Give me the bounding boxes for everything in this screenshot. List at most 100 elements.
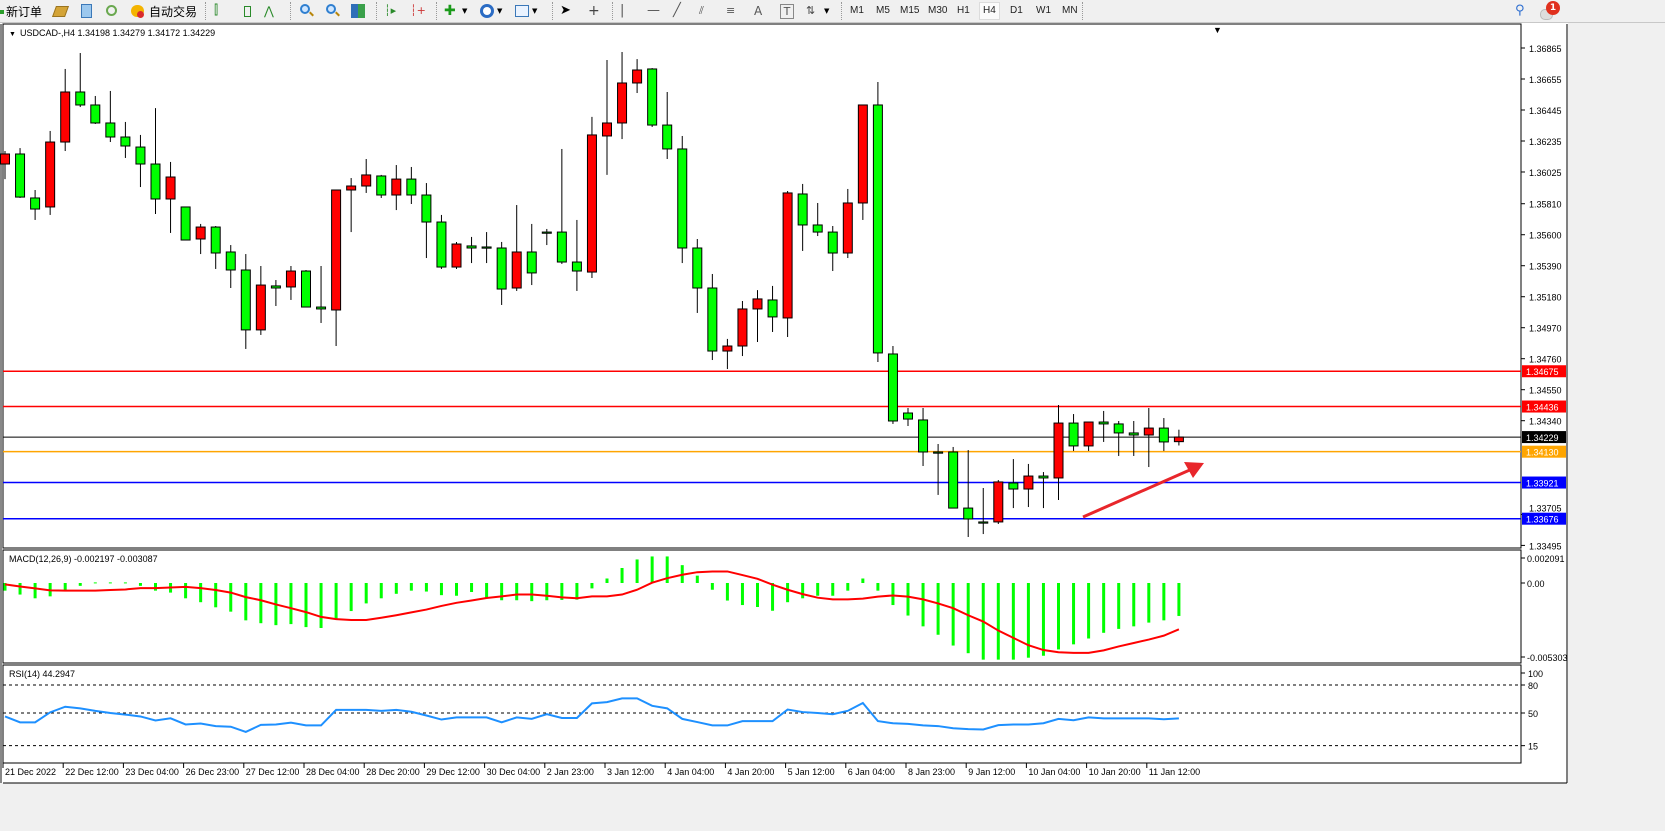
macd-histogram-bar	[319, 583, 323, 628]
candle-body	[526, 251, 537, 274]
timeframe-w1[interactable]: W1	[1036, 5, 1051, 16]
rsi-line	[4, 697, 1179, 734]
auto-scroll-button[interactable]: ┆▸	[384, 2, 400, 20]
auto-trading-button[interactable]: 自动交易	[130, 2, 197, 20]
macd-histogram-bar	[966, 583, 970, 654]
price-level-label: 1.33921	[1526, 479, 1559, 489]
dropdown-caret-icon: ▼	[824, 7, 830, 15]
text-button[interactable]: A	[754, 2, 770, 20]
macd-histogram-bar	[334, 583, 338, 620]
horizontal-line-button[interactable]: —	[647, 2, 663, 20]
macd-histogram-bar	[650, 556, 654, 583]
indicators-button[interactable]: ✚ ▼	[444, 2, 467, 20]
dropdown-caret-icon: ▼	[532, 7, 538, 15]
macd-histogram-bar	[1011, 583, 1015, 660]
macd-histogram-bar	[364, 583, 368, 604]
new-order-button[interactable]: 新订单	[0, 2, 42, 20]
timeframe-h4[interactable]: H4	[979, 2, 1000, 20]
toolbar-separator	[376, 2, 377, 20]
cursor-button[interactable]: ➤	[560, 2, 576, 20]
macd-histogram-bar	[665, 556, 669, 583]
candle-body	[451, 243, 462, 268]
macd-histogram-bar	[18, 583, 22, 595]
macd-histogram-bar	[951, 583, 955, 646]
toolbar-separator	[552, 2, 553, 20]
timeframe-m1[interactable]: M1	[850, 5, 864, 16]
timeframe-h1[interactable]: H1	[957, 5, 970, 16]
text-icon: A	[754, 4, 763, 18]
trendline-button[interactable]: ╱	[673, 2, 689, 20]
periods-button[interactable]: ▼	[479, 2, 502, 20]
signals-button[interactable]	[104, 2, 120, 20]
notification-badge: 1	[1546, 1, 1560, 15]
chart-shift-icon: ┆+	[410, 4, 426, 17]
fibonacci-button[interactable]: ≡	[726, 2, 742, 20]
search-button[interactable]: ⚲	[1515, 2, 1531, 20]
macd-histogram-bar	[470, 583, 474, 592]
navigator-icon	[78, 3, 94, 19]
macd-histogram-bar	[138, 583, 142, 586]
candle-body	[662, 124, 673, 150]
auto-scroll-icon: ┆▸	[384, 4, 397, 17]
candle-body	[1008, 482, 1019, 490]
crosshair-button[interactable]: +	[588, 2, 604, 20]
new-order-icon	[0, 3, 4, 19]
timeframe-m30[interactable]: M30	[928, 5, 948, 16]
bar-chart-button[interactable]: ⫿	[214, 2, 230, 20]
chart-menu-triangle-icon[interactable]: ▼	[9, 31, 16, 38]
macd-histogram-bar	[725, 583, 729, 601]
rsi-axis-label: 80	[1528, 681, 1538, 691]
candle-body	[195, 226, 206, 240]
chart-shift-marker-icon[interactable]: ▼	[1213, 25, 1222, 35]
candlestick-chart-button[interactable]	[239, 2, 255, 20]
arrows-button[interactable]: ⇅ ▼	[806, 2, 829, 20]
timeframe-mn[interactable]: MN	[1062, 5, 1078, 16]
horizontal-line-icon: —	[647, 3, 660, 18]
candle-body	[105, 122, 116, 138]
macd-histogram-bar	[710, 583, 714, 590]
zoom-out-button[interactable]	[325, 2, 341, 20]
macd-histogram-bar	[259, 583, 263, 624]
text-label-button[interactable]: T	[780, 2, 794, 20]
time-label: 10 Jan 04:00	[1028, 767, 1080, 777]
macd-histogram-bar	[740, 583, 744, 606]
macd-histogram-bar	[906, 583, 910, 616]
candle-body	[541, 231, 552, 234]
tile-windows-button[interactable]	[350, 2, 366, 20]
candle-body	[1173, 436, 1184, 443]
vertical-line-button[interactable]: |	[620, 2, 636, 20]
templates-button[interactable]: ▼	[514, 2, 537, 20]
zoom-in-button[interactable]	[299, 2, 315, 20]
candle-body	[346, 185, 357, 191]
macd-histogram-bar	[93, 582, 97, 584]
candle-body	[872, 104, 883, 354]
timeframe-d1[interactable]: D1	[1010, 5, 1023, 16]
candle-body	[918, 419, 929, 453]
macd-histogram-bar	[620, 568, 624, 583]
price-level-label-bg	[1522, 431, 1566, 444]
equidistant-channel-button[interactable]: ⫽	[699, 2, 715, 20]
candle-body	[812, 224, 823, 233]
chart-shift-button[interactable]: ┆+	[410, 2, 426, 20]
line-chart-button[interactable]: ⋀	[264, 2, 280, 20]
candle-body	[767, 299, 778, 318]
macd-histogram-bar	[560, 583, 564, 600]
macd-histogram-bar	[1026, 583, 1030, 658]
toolbar: 新订单 自动交易 ⫿ ⋀ ┆▸ ┆+ ✚ ▼ ▼ ▼ ➤ + | — ╱ ⫽ ≡ …	[0, 0, 1665, 23]
candle-body	[602, 122, 612, 137]
candle-body	[90, 104, 101, 124]
zoom-in-icon	[299, 3, 315, 19]
timeframe-m15[interactable]: M15	[900, 5, 920, 16]
time-label: 4 Jan 04:00	[667, 767, 714, 777]
candle-body	[737, 308, 748, 347]
price-level-label-bg	[1522, 512, 1566, 525]
macd-signal-line	[4, 570, 1180, 654]
timeframe-m5[interactable]: M5	[876, 5, 890, 16]
candle-body	[1023, 475, 1034, 490]
macd-histogram-bar	[229, 583, 233, 612]
macd-histogram-bar	[199, 583, 203, 603]
candle-body	[1098, 421, 1109, 425]
time-label: 27 Dec 12:00	[246, 767, 300, 777]
navigator-button[interactable]	[78, 2, 94, 20]
